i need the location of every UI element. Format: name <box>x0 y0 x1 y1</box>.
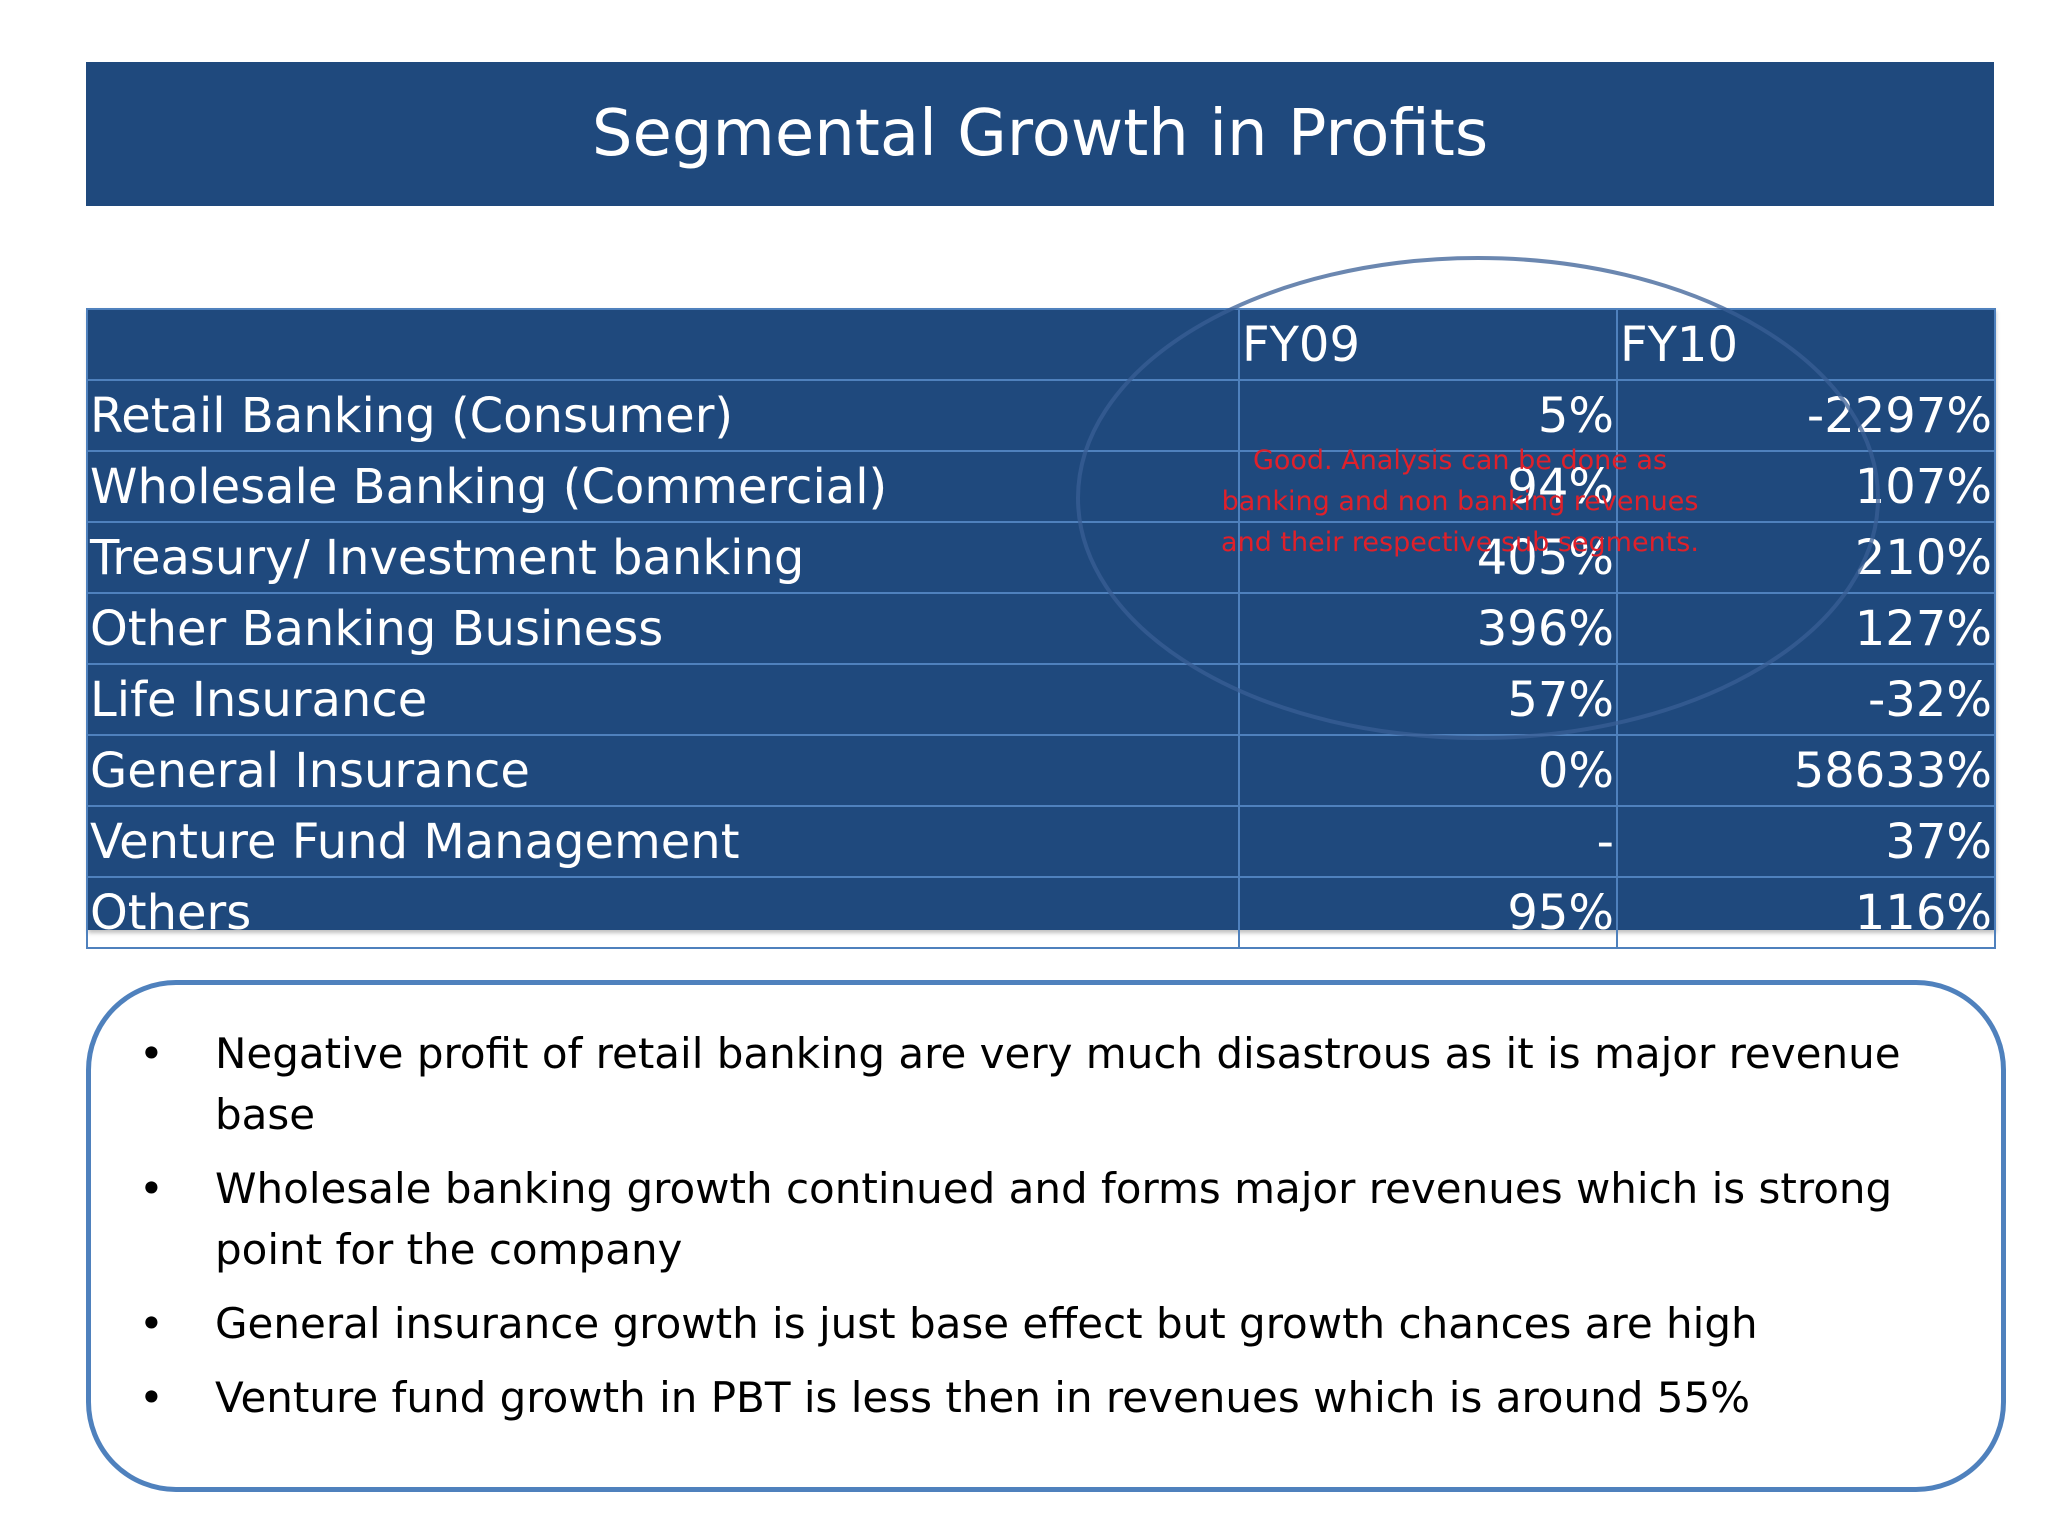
fy10-value: 37% <box>1616 805 1996 878</box>
segment-name: Life Insurance <box>86 663 1240 736</box>
segment-table-container: FY09 FY10 Retail Banking (Consumer) 5% -… <box>86 308 1996 949</box>
fy10-value: 107% <box>1616 450 1996 523</box>
table-row: Treasury/ Investment banking 405% 210% <box>86 521 1996 594</box>
bullet-icon: • <box>139 1164 164 1213</box>
table-row: Retail Banking (Consumer) 5% -2297% <box>86 379 1996 452</box>
fy10-value: 210% <box>1616 521 1996 594</box>
fy09-value: 396% <box>1238 592 1618 665</box>
note-text: Venture fund growth in PBT is less then … <box>215 1373 1751 1422</box>
segment-name: Wholesale Banking (Commercial) <box>86 450 1240 523</box>
list-item: • Negative profit of retail banking are … <box>91 1023 1901 1145</box>
note-text: General insurance growth is just base ef… <box>215 1299 1758 1348</box>
fy09-value: 95% <box>1238 876 1618 949</box>
fy09-value: - <box>1238 805 1618 878</box>
slide-title: Segmental Growth in Profits <box>591 97 1489 171</box>
segment-name: Other Banking Business <box>86 592 1240 665</box>
table-row: Others 95% 116% <box>86 876 1996 949</box>
segment-name: Others <box>86 876 1240 949</box>
segment-name: General Insurance <box>86 734 1240 807</box>
fy09-value: 5% <box>1238 379 1618 452</box>
segment-name: Venture Fund Management <box>86 805 1240 878</box>
header-fy10: FY10 <box>1616 308 1996 381</box>
notes-list: • Negative profit of retail banking are … <box>91 985 2001 1428</box>
notes-box: • Negative profit of retail banking are … <box>86 980 2006 1492</box>
note-text: Wholesale banking growth continued and f… <box>215 1164 1893 1274</box>
note-text: Negative profit of retail banking are ve… <box>215 1029 1901 1139</box>
fy09-value: 405% <box>1238 521 1618 594</box>
segment-name: Retail Banking (Consumer) <box>86 379 1240 452</box>
fy10-value: -2297% <box>1616 379 1996 452</box>
table-header-row: FY09 FY10 <box>86 308 1996 381</box>
table-row: General Insurance 0% 58633% <box>86 734 1996 807</box>
fy09-value: 57% <box>1238 663 1618 736</box>
bullet-icon: • <box>139 1029 164 1078</box>
fy09-value: 94% <box>1238 450 1618 523</box>
fy10-value: 58633% <box>1616 734 1996 807</box>
fy10-value: 127% <box>1616 592 1996 665</box>
segment-name: Treasury/ Investment banking <box>86 521 1240 594</box>
table-row: Other Banking Business 396% 127% <box>86 592 1996 665</box>
bullet-icon: • <box>139 1373 164 1422</box>
list-item: • Wholesale banking growth continued and… <box>91 1158 1901 1280</box>
fy10-value: 116% <box>1616 876 1996 949</box>
list-item: • General insurance growth is just base … <box>91 1293 1901 1354</box>
header-segment <box>86 308 1240 381</box>
table-row: Life Insurance 57% -32% <box>86 663 1996 736</box>
bullet-icon: • <box>139 1299 164 1348</box>
header-fy09: FY09 <box>1238 308 1618 381</box>
segment-growth-table: FY09 FY10 Retail Banking (Consumer) 5% -… <box>86 308 1996 949</box>
fy09-value: 0% <box>1238 734 1618 807</box>
title-banner: Segmental Growth in Profits <box>86 62 1994 206</box>
fy10-value: -32% <box>1616 663 1996 736</box>
list-item: • Venture fund growth in PBT is less the… <box>91 1367 1901 1428</box>
table-row: Wholesale Banking (Commercial) 94% 107% <box>86 450 1996 523</box>
table-row: Venture Fund Management - 37% <box>86 805 1996 878</box>
